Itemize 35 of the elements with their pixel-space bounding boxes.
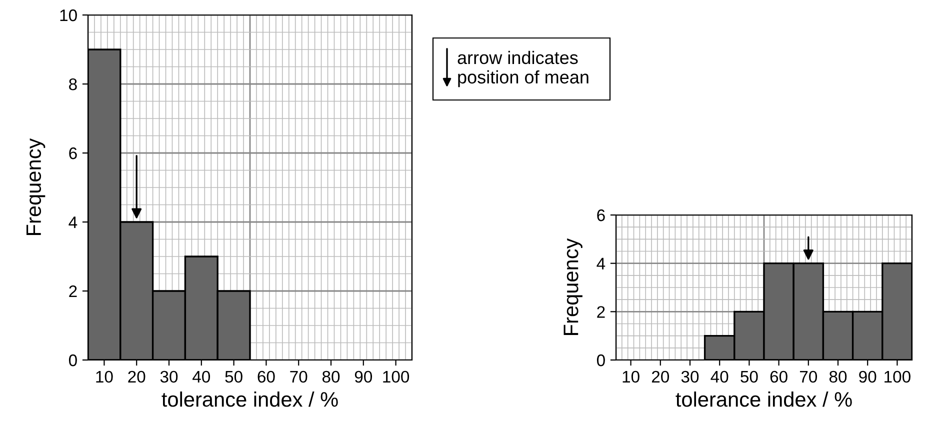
y-tick-label: 0 bbox=[68, 354, 77, 366]
text: arrow indicates position of mean bbox=[458, 50, 588, 88]
x-tick-label: 100 bbox=[383, 370, 410, 383]
x-axis-title: tolerance index / % bbox=[162, 392, 338, 407]
y-tick-label: 8 bbox=[69, 78, 77, 90]
x-tick-label: 20 bbox=[128, 370, 146, 383]
x-tick-label: 100 bbox=[884, 370, 910, 383]
x-tick-label: 70 bbox=[290, 370, 308, 383]
y-tick-label: 6 bbox=[597, 209, 605, 222]
x-tick-label: 20 bbox=[652, 370, 670, 383]
x-axis-title: tolerance index / % bbox=[676, 392, 852, 407]
x-tick-label: 70 bbox=[800, 370, 818, 383]
y-tick-label: 4 bbox=[596, 258, 606, 270]
x-tick-label: 30 bbox=[681, 370, 699, 383]
y-tick-label: 2 bbox=[597, 306, 605, 318]
x-tick-label: 80 bbox=[322, 370, 340, 383]
x-tick-label: 30 bbox=[160, 370, 178, 383]
y-axis-title: Frequency bbox=[26, 138, 46, 235]
y-tick-label: 0 bbox=[596, 354, 605, 366]
y-tick-label: 2 bbox=[69, 285, 77, 298]
y-axis-title: Frequency bbox=[564, 238, 582, 335]
x-tick-label: 10 bbox=[622, 370, 640, 383]
x-tick-label: 10 bbox=[96, 370, 113, 383]
y-tick-label: 10 bbox=[60, 9, 77, 22]
x-tick-label: 50 bbox=[740, 370, 758, 383]
x-tick-label: 90 bbox=[354, 370, 372, 383]
y-tick-label: 4 bbox=[68, 216, 78, 228]
x-tick-label: 80 bbox=[829, 370, 847, 383]
x-tick-label: 60 bbox=[258, 370, 275, 383]
x-tick-label: 40 bbox=[192, 370, 210, 383]
x-tick-label: 40 bbox=[710, 370, 728, 383]
x-tick-label: 50 bbox=[225, 370, 242, 383]
x-tick-label: 90 bbox=[859, 370, 876, 383]
y-tick-label: 6 bbox=[69, 147, 77, 160]
x-tick-label: 60 bbox=[770, 370, 788, 383]
